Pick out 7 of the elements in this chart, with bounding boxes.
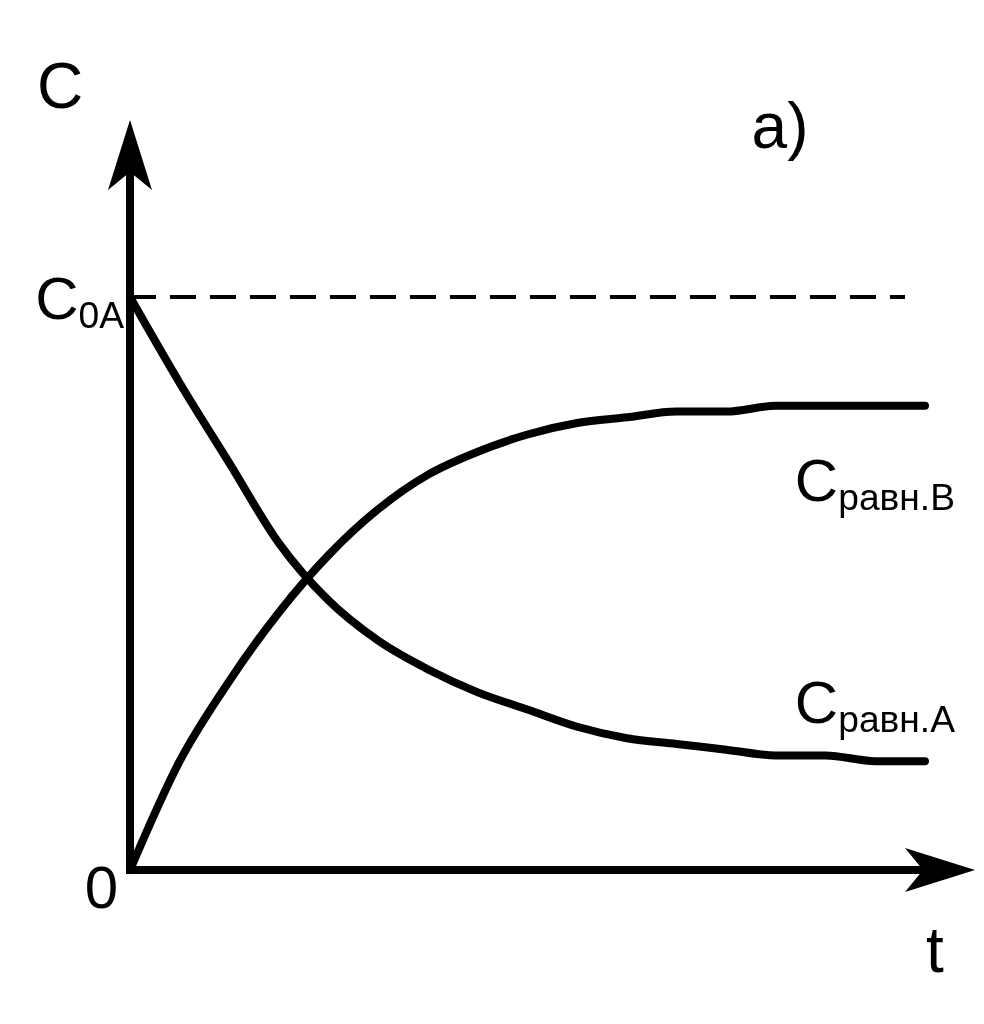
text: 0 bbox=[84, 854, 118, 921]
ref-line-label: C$_{0A}$ bbox=[35, 265, 125, 337]
y-axis-title: C bbox=[36, 50, 84, 122]
x-axis-title: t bbox=[926, 914, 945, 986]
chart-title: a) bbox=[751, 90, 809, 162]
series-label: C$_{равн.B}$ bbox=[794, 446, 955, 519]
series-label: C$_{равн.A}$ bbox=[794, 669, 956, 741]
